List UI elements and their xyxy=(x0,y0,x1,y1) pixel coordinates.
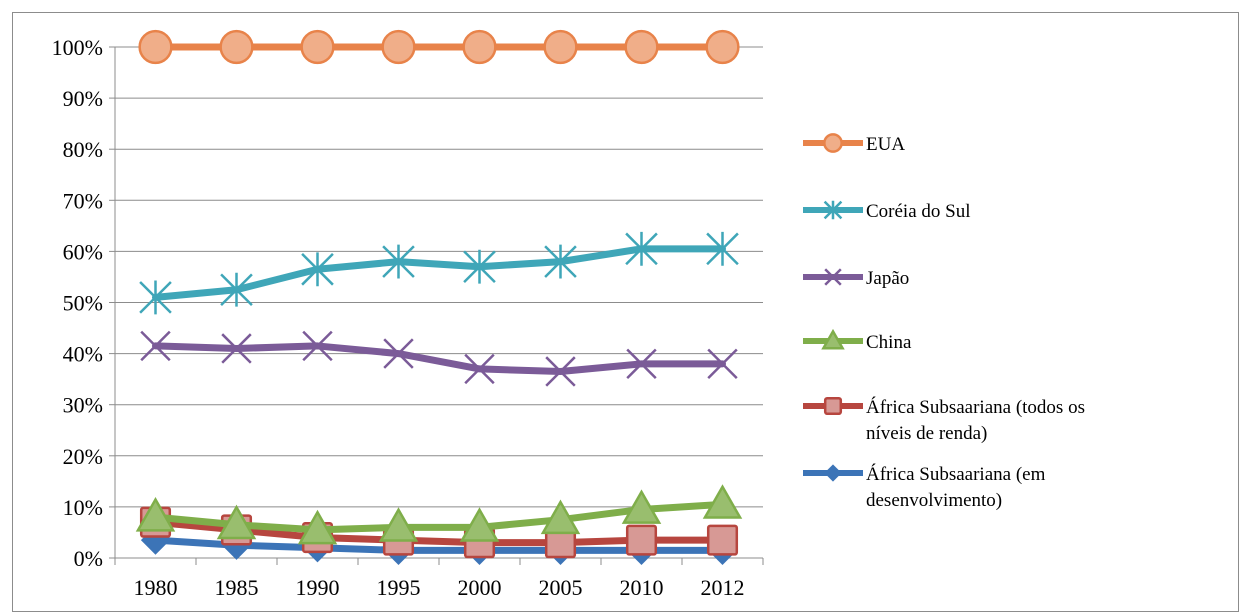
point xyxy=(383,338,414,369)
point xyxy=(459,507,500,542)
point xyxy=(220,272,253,307)
point xyxy=(302,330,333,362)
point xyxy=(625,524,658,556)
x-tick-label: 1980 xyxy=(134,575,178,600)
legend-item: China xyxy=(803,328,912,353)
point xyxy=(300,29,335,65)
point xyxy=(823,133,843,153)
legend-label: Japão xyxy=(866,268,909,289)
point xyxy=(463,249,496,284)
point xyxy=(301,252,334,287)
point xyxy=(138,29,173,65)
point xyxy=(221,333,252,364)
series-0 xyxy=(138,29,740,65)
legend-label: China xyxy=(866,332,912,353)
series-layer xyxy=(135,29,743,565)
legend-item: África Subsaariana (todos os níveis de re… xyxy=(803,396,1085,444)
y-tick-label: 60% xyxy=(63,239,103,264)
series-2 xyxy=(140,330,738,387)
y-tick-label: 50% xyxy=(63,291,103,316)
y-tick-label: 30% xyxy=(63,393,103,418)
legend-item: EUA xyxy=(803,133,905,155)
legend-label: África Subsaariana (todos os xyxy=(866,396,1085,418)
legend-label: EUA xyxy=(866,134,905,155)
point xyxy=(625,231,658,266)
point xyxy=(621,489,662,524)
series-line xyxy=(152,245,726,301)
y-tick-label: 0% xyxy=(74,546,103,571)
x-tick-label: 2012 xyxy=(701,575,745,600)
point xyxy=(821,328,845,350)
line-chart: 0%10%20%30%40%50%60%70%80%90%100% 1980 19… xyxy=(52,29,1085,600)
point xyxy=(381,29,416,65)
legend-label: desenvolvimento) xyxy=(866,490,1002,511)
point xyxy=(297,509,338,545)
point xyxy=(540,499,581,535)
point xyxy=(824,464,842,482)
point xyxy=(543,29,578,65)
point xyxy=(140,330,171,362)
y-axis-ticks: 0% 10% 20% 30% 40% 50% 60% 70% 80% 90% 100% xyxy=(52,35,115,571)
point xyxy=(139,280,172,315)
point xyxy=(702,484,743,519)
point xyxy=(707,348,738,380)
point xyxy=(462,29,497,65)
point xyxy=(626,348,657,380)
x-axis: 1980 1985 1990 1995 2000 2005 2010 2012 xyxy=(114,47,764,600)
point xyxy=(544,244,577,279)
series-line xyxy=(152,342,726,375)
point xyxy=(706,524,739,556)
legend-label: níveis de renda) xyxy=(866,423,987,444)
legend-item: África Subsaariana (em desenvolvimento) xyxy=(803,463,1046,511)
y-tick-label: 40% xyxy=(63,342,103,367)
y-tick-label: 10% xyxy=(63,495,103,520)
point xyxy=(705,29,740,65)
x-tick-label: 1985 xyxy=(215,575,259,600)
point xyxy=(823,396,843,416)
point xyxy=(545,356,576,387)
point xyxy=(382,244,415,279)
point xyxy=(464,353,495,385)
series-1 xyxy=(139,231,739,315)
legend-label: África Subsaariana (em xyxy=(866,463,1046,485)
point xyxy=(378,507,419,542)
y-tick-label: 90% xyxy=(63,86,103,111)
gridlines xyxy=(115,46,763,508)
series-3 xyxy=(135,484,743,545)
point xyxy=(824,268,842,286)
point xyxy=(216,504,257,540)
y-tick-label: 70% xyxy=(63,188,103,213)
point xyxy=(706,231,739,266)
legend: EUA Coréia do Sul Japão China África Subsaar… xyxy=(803,133,1085,511)
x-tick-label: 1990 xyxy=(296,575,340,600)
x-tick-label: 2010 xyxy=(620,575,664,600)
chart-frame: 0% 10% 20% 30% 40% 50% 60% 70% 80% 90% 100% 1980 19… xyxy=(12,12,1239,612)
point xyxy=(823,200,843,220)
legend-item: Japão xyxy=(803,268,909,289)
point xyxy=(624,29,659,65)
y-tick-label: 80% xyxy=(63,137,103,162)
x-tick-label: 2005 xyxy=(539,575,583,600)
series-line xyxy=(152,500,726,534)
x-tick-label: 2000 xyxy=(458,575,502,600)
y-tick-label: 100% xyxy=(52,35,103,60)
legend-item: Coréia do Sul xyxy=(803,200,971,222)
point xyxy=(219,29,254,65)
legend-label: Coréia do Sul xyxy=(866,201,971,222)
x-tick-label: 1995 xyxy=(377,575,421,600)
point xyxy=(135,497,176,532)
y-tick-label: 20% xyxy=(63,444,103,469)
